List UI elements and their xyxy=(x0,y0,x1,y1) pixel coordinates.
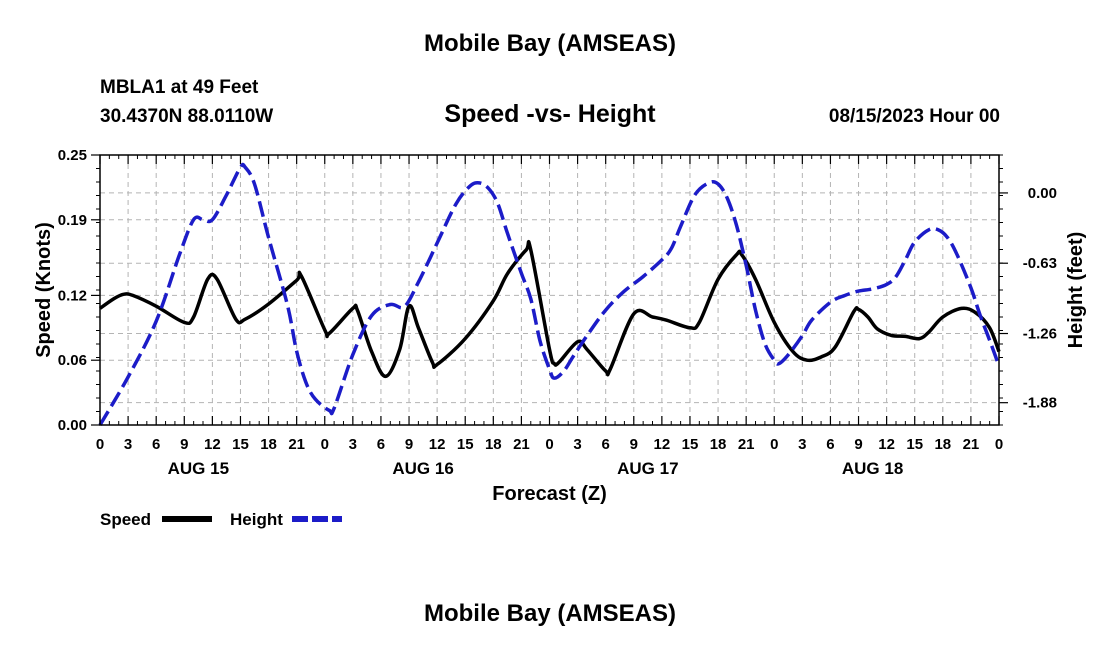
x-tick-label: 18 xyxy=(710,436,727,453)
series-layer xyxy=(98,162,1001,426)
legend: Speed Height xyxy=(100,510,342,529)
x-tick-label: 21 xyxy=(963,436,980,453)
x-tick-label: 9 xyxy=(180,436,188,453)
x-tick-label: 18 xyxy=(485,436,502,453)
station-label: MBLA1 at 49 Feet xyxy=(100,77,259,98)
x-tick-label: 0 xyxy=(96,436,104,453)
x-tick-label: 0 xyxy=(321,436,329,453)
x-tick-label: 3 xyxy=(798,436,806,453)
x-tick-label: 15 xyxy=(906,436,923,453)
x-tick-label: 6 xyxy=(377,436,385,453)
x-axis-label: Forecast (Z) xyxy=(492,483,606,505)
x-tick-label: 6 xyxy=(152,436,160,453)
x-tick-label: 9 xyxy=(854,436,862,453)
y-right-tick-label: -1.88 xyxy=(1023,395,1057,412)
x-tick-label: 9 xyxy=(405,436,413,453)
axes: 0 3 6 9 12 15 18 21 0 3 6 9 12 15 18 21 0 3 6 9 12 15 18 21 0 3 6 9… xyxy=(58,147,1057,478)
x-tick-label: 3 xyxy=(124,436,132,453)
y-right-tick-label: 0.00 xyxy=(1028,185,1057,202)
x-tick-label: 12 xyxy=(654,436,671,453)
grid-lines xyxy=(100,155,999,425)
legend-height-label: Height xyxy=(230,510,283,529)
x-tick-label: 18 xyxy=(934,436,951,453)
day-label: AUG 16 xyxy=(392,459,453,478)
y-axis-right-label: Height (feet) xyxy=(1065,232,1087,349)
x-tick-label: 9 xyxy=(630,436,638,453)
footer-title: Mobile Bay (AMSEAS) xyxy=(423,600,677,627)
x-tick-label: 12 xyxy=(878,436,895,453)
y-left-tick-label: 0.25 xyxy=(58,147,87,164)
x-tick-label: 3 xyxy=(573,436,581,453)
x-tick-label: 12 xyxy=(429,436,446,453)
chart-title: Mobile Bay (AMSEAS) xyxy=(423,30,677,57)
coordinates-label: 30.4370N 88.0110W xyxy=(100,106,274,127)
y-left-tick-label: 0.19 xyxy=(58,212,87,229)
forecast-datetime: 08/15/2023 Hour 00 xyxy=(828,106,1000,127)
chart-subtitle: Speed -vs- Height xyxy=(444,100,656,128)
day-label: AUG 17 xyxy=(617,459,678,478)
x-tick-label: 15 xyxy=(232,436,249,453)
x-tick-label: 3 xyxy=(349,436,357,453)
y-left-tick-label: 0.06 xyxy=(58,352,87,369)
y-right-tick-label: -1.26 xyxy=(1023,326,1057,343)
series-line-speed xyxy=(98,239,1001,379)
x-tick-label: 6 xyxy=(602,436,610,453)
y-axis-left-label: Speed (Knots) xyxy=(33,222,55,358)
y-left-tick-label: 0.12 xyxy=(58,287,87,304)
x-tick-label: 12 xyxy=(204,436,221,453)
x-tick-label: 0 xyxy=(995,436,1003,453)
x-tick-label: 0 xyxy=(770,436,778,453)
x-tick-label: 6 xyxy=(826,436,834,453)
legend-speed-label: Speed xyxy=(100,510,151,529)
x-tick-label: 21 xyxy=(738,436,755,453)
y-left-tick-label: 0.00 xyxy=(58,417,87,434)
x-tick-label: 15 xyxy=(457,436,474,453)
x-tick-label: 21 xyxy=(513,436,530,453)
x-tick-label: 0 xyxy=(545,436,553,453)
x-tick-label: 15 xyxy=(682,436,699,453)
x-tick-label: 18 xyxy=(260,436,277,453)
day-label: AUG 15 xyxy=(168,459,229,478)
series-line-height xyxy=(98,162,1001,426)
x-tick-label: 21 xyxy=(288,436,305,453)
day-label: AUG 18 xyxy=(842,459,903,478)
y-right-tick-label: -0.63 xyxy=(1023,255,1057,272)
